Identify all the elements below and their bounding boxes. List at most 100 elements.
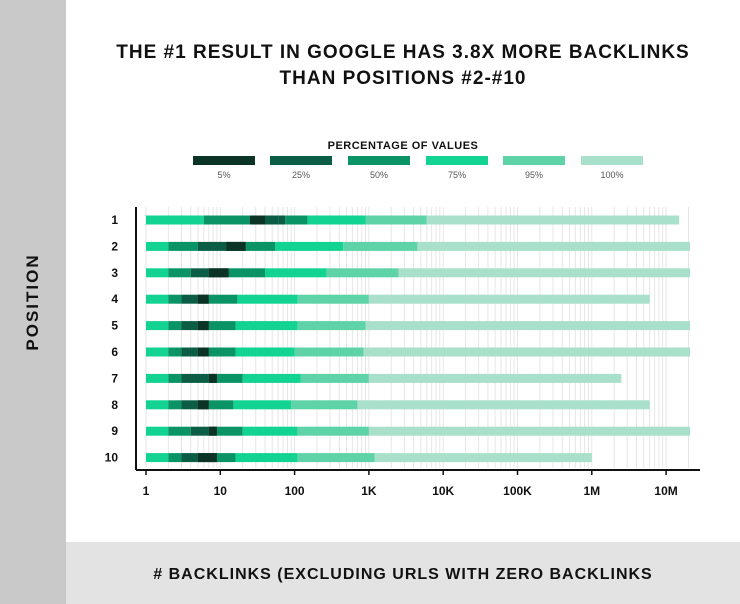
bar-segment-position-1 <box>203 215 250 225</box>
chart-title-line-1: THE #1 RESULT IN GOOGLE HAS 3.8X MORE BA… <box>116 42 690 63</box>
bar-segment-position-9 <box>168 426 191 436</box>
bar-core-position-3 <box>208 268 229 278</box>
x-tick-label: 1 <box>143 484 150 498</box>
bar-segment-position-6 <box>181 347 198 357</box>
bar-core-position-9 <box>208 426 217 436</box>
bar-segment-position-1 <box>307 215 366 225</box>
bar-segment-position-5 <box>235 321 298 331</box>
x-tick-label: 1M <box>583 484 600 498</box>
bar-segment-position-7 <box>242 373 301 383</box>
bar-core-position-10 <box>197 453 217 463</box>
bar-segment-position-3 <box>146 268 169 278</box>
legend-swatch-3 <box>348 156 410 165</box>
legend-title: PERCENTAGE OF VALUES <box>327 140 479 152</box>
bar-segment-position-2 <box>146 241 169 251</box>
bar-segment-position-8 <box>357 400 650 410</box>
bar-segment-position-5 <box>365 321 691 331</box>
bar-segment-position-4 <box>237 294 298 304</box>
bar-segment-position-6 <box>363 347 691 357</box>
bar-segment-position-4 <box>181 294 198 304</box>
left-panel-band <box>0 0 66 604</box>
bar-core-position-6 <box>197 347 209 357</box>
bar-segment-position-8 <box>181 400 198 410</box>
bar-segment-position-3 <box>265 268 327 278</box>
bar-segment-position-8 <box>291 400 358 410</box>
row-label-position-6: 6 <box>111 345 118 359</box>
row-label-position-1: 1 <box>111 213 118 227</box>
bar-segment-position-9 <box>297 426 369 436</box>
x-tick-label: 10K <box>432 484 454 498</box>
bar-segment-position-10 <box>216 453 236 463</box>
legend-swatch-2 <box>270 156 332 165</box>
bar-segment-position-5 <box>208 321 236 331</box>
bar-segment-position-7 <box>300 373 369 383</box>
bar-segment-position-4 <box>146 294 169 304</box>
bar-segment-position-6 <box>168 347 182 357</box>
row-label-position-5: 5 <box>111 319 118 333</box>
x-axis-title: # BACKLINKS (EXCLUDING URLS WITH ZERO BA… <box>153 566 653 583</box>
legend-label-5: 95% <box>525 170 543 180</box>
legend-swatch-5 <box>503 156 565 165</box>
bar-segment-position-8 <box>168 400 182 410</box>
bar-segment-position-7 <box>181 373 209 383</box>
row-label-position-10: 10 <box>105 451 119 465</box>
bar-segment-position-2 <box>197 241 227 251</box>
bottom-panel-band <box>66 542 740 604</box>
legend-swatch-1 <box>193 156 255 165</box>
x-tick-label: 10M <box>654 484 677 498</box>
bar-segment-position-8 <box>146 400 169 410</box>
x-tick-label: 1K <box>361 484 377 498</box>
bar-segment-position-7 <box>168 373 182 383</box>
bar-segment-position-2 <box>343 241 418 251</box>
row-label-position-8: 8 <box>111 398 118 412</box>
bar-segment-position-7 <box>216 373 243 383</box>
bar-segment-position-4 <box>168 294 182 304</box>
bar-segment-position-1 <box>365 215 427 225</box>
bar-segment-position-10 <box>168 453 182 463</box>
bar-segment-position-5 <box>146 321 169 331</box>
chart-title: THE #1 RESULT IN GOOGLE HAS 3.8X MORE BA… <box>66 40 740 92</box>
bar-segment-position-5 <box>297 321 366 331</box>
bar-segment-position-9 <box>216 426 243 436</box>
bar-segment-position-3 <box>168 268 191 278</box>
x-tick-label: 10 <box>214 484 228 498</box>
x-tick-label: 100 <box>285 484 305 498</box>
bar-segment-position-6 <box>146 347 169 357</box>
bar-segment-position-7 <box>368 373 622 383</box>
bar-core-position-4 <box>197 294 209 304</box>
chart-title-line-2: THAN POSITIONS #2-#10 <box>279 68 527 89</box>
bar-segment-position-5 <box>181 321 198 331</box>
bar-segment-position-8 <box>208 400 234 410</box>
bar-segment-position-10 <box>297 453 375 463</box>
row-label-position-7: 7 <box>111 371 118 385</box>
bar-segment-position-10 <box>235 453 298 463</box>
bar-segment-position-6 <box>208 347 236 357</box>
legend-label-1: 5% <box>217 170 230 180</box>
bar-core-position-1 <box>249 215 266 225</box>
bar-segment-position-2 <box>275 241 344 251</box>
bar-segment-position-9 <box>146 426 169 436</box>
legend-label-2: 25% <box>292 170 310 180</box>
bar-core-position-2 <box>226 241 246 251</box>
bar-core-position-8 <box>197 400 209 410</box>
bar-segment-position-7 <box>146 373 169 383</box>
legend-label-4: 75% <box>448 170 466 180</box>
row-label-position-3: 3 <box>111 266 118 280</box>
bar-segment-position-9 <box>190 426 209 436</box>
bar-segment-position-6 <box>235 347 295 357</box>
bar-segment-position-9 <box>368 426 691 436</box>
bar-segment-position-6 <box>294 347 364 357</box>
bar-segment-position-3 <box>326 268 399 278</box>
bar-segment-position-10 <box>181 453 198 463</box>
bar-core-position-7 <box>208 373 217 383</box>
legend-swatch-6 <box>581 156 643 165</box>
bar-segment-position-4 <box>208 294 238 304</box>
bar-segment-position-2 <box>168 241 198 251</box>
row-label-position-2: 2 <box>111 239 118 253</box>
bar-core-position-5 <box>197 321 209 331</box>
bar-segment-position-4 <box>368 294 650 304</box>
bar-segment-position-4 <box>297 294 369 304</box>
bar-segment-position-3 <box>398 268 691 278</box>
bar-segment-position-2 <box>245 241 276 251</box>
